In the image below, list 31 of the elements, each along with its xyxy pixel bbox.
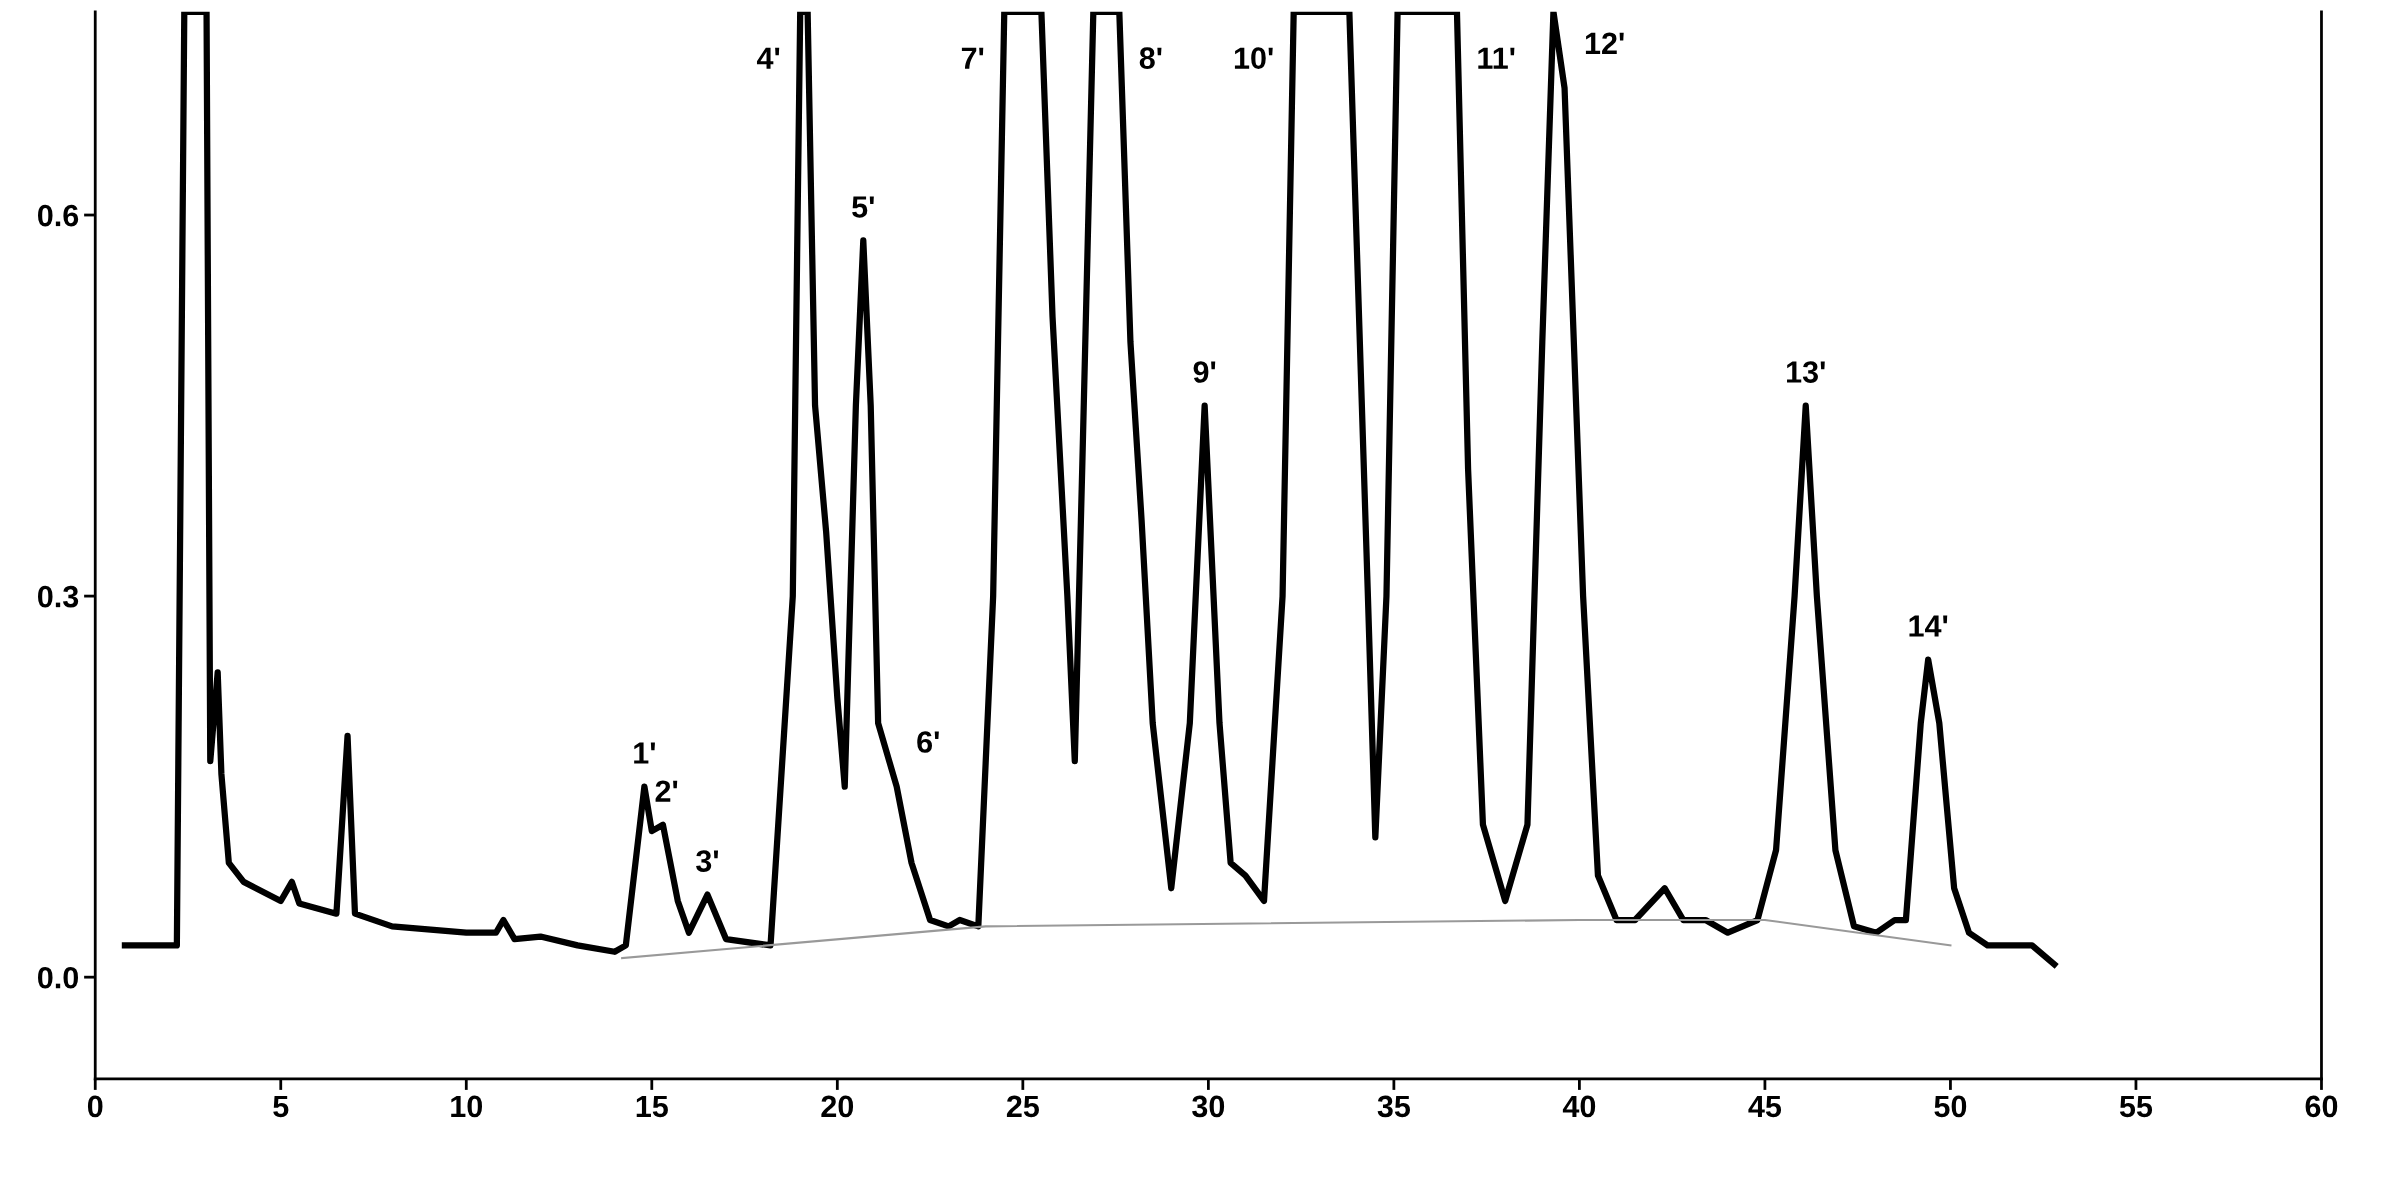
annotation: 12'	[1585, 32, 1624, 54]
annotation: 2'	[655, 780, 678, 802]
annotation: 10'	[1234, 47, 1273, 69]
annotation: 6'	[917, 731, 939, 753]
x-tick-label: 15	[636, 1095, 668, 1118]
x-tick-label: 10	[451, 1095, 483, 1118]
x-tick-label: 20	[821, 1095, 854, 1118]
annotation: 5'	[852, 196, 874, 218]
annotation: 1'	[634, 742, 655, 764]
annotation: 3'	[696, 850, 719, 872]
y-tick-label: 0.6	[38, 204, 79, 227]
x-tick-label: 5	[273, 1095, 289, 1118]
annotation: 9'	[1193, 361, 1216, 383]
annotation: 11'	[1478, 47, 1515, 69]
x-tick-label: 50	[1934, 1095, 1967, 1118]
y-tick-label: 0.0	[38, 966, 79, 989]
x-tick-label: 45	[1748, 1095, 1782, 1118]
x-tick-label: 30	[1192, 1095, 1225, 1118]
x-tick-label: 25	[1006, 1095, 1039, 1118]
x-tick-label: 40	[1562, 1095, 1596, 1118]
x-tick-label: 60	[2305, 1095, 2338, 1118]
annotation: 4'	[756, 47, 780, 69]
x-tick-label: 0	[87, 1095, 103, 1118]
annotation: 14'	[1909, 615, 1948, 637]
x-tick-label: 55	[2119, 1095, 2153, 1118]
annotation: 7'	[961, 47, 984, 69]
line-series	[621, 918, 1952, 960]
annotation: 8'	[1139, 47, 1162, 69]
y-tick-label: 0.3	[38, 585, 79, 608]
x-tick-label: 35	[1377, 1095, 1411, 1118]
annotation: 13'	[1787, 361, 1825, 383]
